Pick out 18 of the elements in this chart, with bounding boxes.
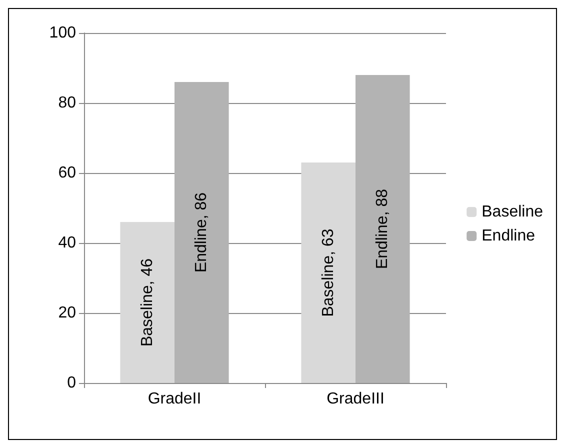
x-tick-label: GradeIII — [326, 390, 384, 408]
bar — [120, 222, 174, 383]
y-tick-label: 100 — [49, 24, 76, 42]
y-tick-label: 60 — [58, 164, 76, 182]
y-tick-label: 40 — [58, 234, 76, 252]
bar — [174, 82, 229, 383]
y-tick-label: 20 — [58, 304, 76, 322]
y-tick-label: 80 — [58, 94, 76, 112]
data-label: Endline, 86 — [193, 192, 210, 273]
legend-label: Baseline — [482, 204, 544, 220]
bar — [356, 75, 410, 383]
x-tick-label: GradeII — [148, 390, 202, 408]
bar — [301, 162, 356, 383]
y-tick-label: 0 — [67, 374, 76, 392]
data-label: Baseline, 63 — [320, 228, 337, 317]
legend-label: Endline — [482, 228, 536, 244]
data-label: Endline, 88 — [374, 188, 392, 270]
data-label: Baseline, 46 — [138, 258, 156, 347]
